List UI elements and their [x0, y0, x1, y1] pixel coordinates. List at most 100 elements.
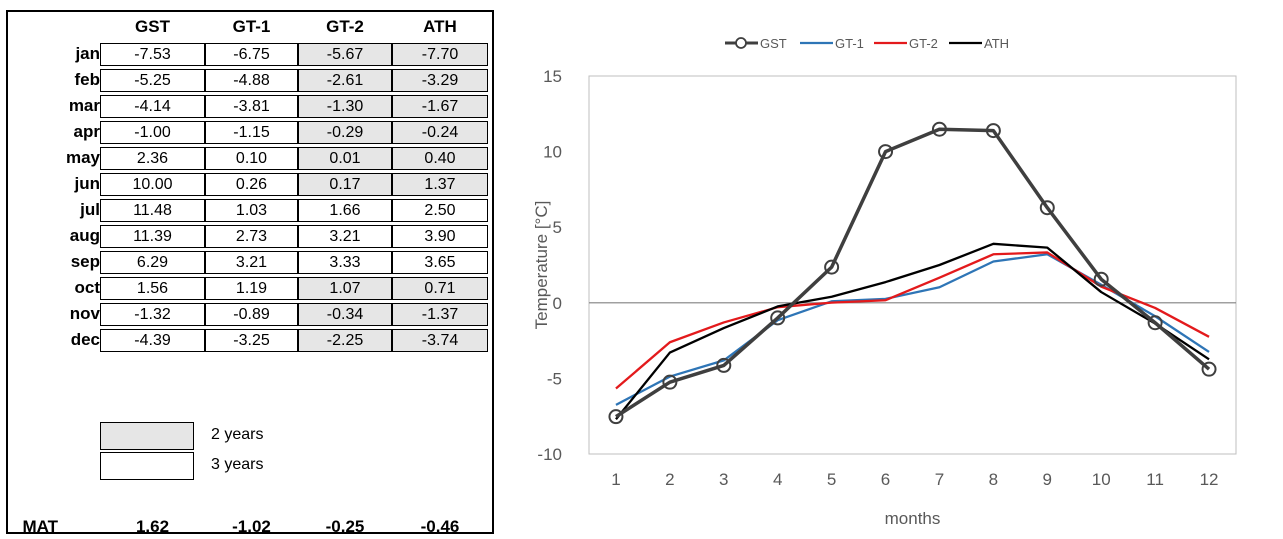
data-point-gst [1201, 361, 1217, 377]
row-label-month: nov [69, 304, 100, 323]
chart-panel: -10 -5 0 5 10 15 1 2 3 4 5 6 7 8 9 10 11 12 months Temperat… [497, 10, 1279, 534]
table-cell: -2.25 [298, 329, 392, 352]
data-point-gst [931, 121, 947, 137]
data-point-gst [1147, 315, 1163, 331]
table-cell: -1.15 [205, 121, 298, 144]
x-tick-label: 9 [1043, 470, 1052, 489]
table-cell: 0.40 [392, 147, 488, 170]
row-label-month: apr [73, 122, 100, 141]
mat-value: -0.46 [420, 517, 460, 534]
row-label-month: may [65, 148, 100, 167]
table-cell: -0.89 [205, 303, 298, 326]
table-cell: -0.24 [392, 121, 488, 144]
legend-swatch [100, 452, 194, 480]
mat-value: 1.62 [135, 517, 170, 534]
legend-label: ATH [984, 36, 1009, 51]
table-cell: -3.81 [205, 95, 298, 118]
table-cell: -0.29 [298, 121, 392, 144]
y-tick-label: 0 [553, 294, 562, 313]
column-header: GST [135, 17, 170, 36]
table-cell: -4.88 [205, 69, 298, 92]
legend-label: 3 years [211, 456, 264, 473]
data-point-gst [1093, 271, 1109, 287]
table-cell: 3.33 [298, 251, 392, 274]
table-cell: 3.21 [205, 251, 298, 274]
data-table-panel: GST GT-1 GT-2 ATH jan -7.53 -6.75 -5.67 -7.70 feb… [6, 10, 494, 534]
legend-label: 2 years [211, 426, 264, 443]
table-cell: 1.37 [392, 173, 488, 196]
plot-area [588, 75, 1237, 455]
row-label-month: dec [70, 330, 100, 349]
table-cell: 3.65 [392, 251, 488, 274]
x-tick-label: 10 [1092, 470, 1111, 489]
x-tick-label: 8 [989, 470, 998, 489]
x-tick-label: 2 [665, 470, 674, 489]
series-line-ath [615, 242, 1210, 420]
x-axis-label: months [885, 509, 941, 528]
x-tick-label: 7 [935, 470, 944, 489]
data-point-gst [608, 409, 624, 425]
legend-label: GST [760, 36, 787, 51]
row-label-month: mar [68, 96, 100, 115]
y-axis-label: Temperature [°C] [532, 201, 551, 330]
legend-label: GT-2 [909, 36, 938, 51]
table-cell: 2.50 [392, 199, 488, 222]
mat-value: -0.25 [325, 517, 365, 534]
column-header: ATH [423, 17, 457, 36]
x-tick-label: 3 [719, 470, 728, 489]
mat-value: -1.02 [232, 517, 271, 534]
column-header: GT-1 [232, 17, 271, 36]
table-cell: 2.73 [205, 225, 298, 248]
x-tick-label: 1 [611, 470, 620, 489]
table-cell: 1.19 [205, 277, 298, 300]
x-tick-label: 4 [773, 470, 782, 489]
table-cell: -7.70 [392, 43, 488, 66]
table-cell: 0.17 [298, 173, 392, 196]
x-tick-label: 12 [1200, 470, 1219, 489]
row-label-month: jan [75, 44, 100, 63]
table-cell: -3.74 [392, 329, 488, 352]
row-label-month: feb [74, 70, 101, 89]
table-cell: 3.90 [392, 225, 488, 248]
table-cell: -5.67 [298, 43, 392, 66]
mat-label: MAT [22, 517, 58, 534]
table-cell: 0.01 [298, 147, 392, 170]
data-point-gst [985, 123, 1001, 139]
table-cell: -2.61 [298, 69, 392, 92]
table-cell: 0.26 [205, 173, 298, 196]
series-line-gst [615, 127, 1211, 419]
table-cell: -3.25 [205, 329, 298, 352]
table-cell: -1.30 [298, 95, 392, 118]
y-tick-label: 10 [543, 143, 562, 162]
table-cell: 3.21 [298, 225, 392, 248]
row-label-month: oct [74, 278, 101, 297]
table-cell: -6.75 [205, 43, 298, 66]
x-tick-label: 6 [881, 470, 890, 489]
series-line-gt-2 [615, 251, 1210, 390]
legend-swatch [100, 422, 194, 450]
table-cell: -7.53 [100, 43, 205, 66]
y-tick-label: -10 [537, 445, 562, 464]
table-cell: 10.00 [100, 173, 205, 196]
table-cell: -1.67 [392, 95, 488, 118]
data-point-gst [770, 310, 786, 326]
table-cell: 1.03 [205, 199, 298, 222]
legend-label: GT-1 [835, 36, 864, 51]
row-label-month: jun [74, 174, 101, 193]
table-cell: 1.56 [100, 277, 205, 300]
data-point-gst [716, 357, 732, 373]
data-point-gst [878, 144, 894, 160]
table-cell: -5.25 [100, 69, 205, 92]
row-label-month: aug [69, 226, 100, 245]
data-point-gst [662, 374, 678, 390]
x-tick-label: 11 [1146, 470, 1164, 489]
y-tick-label: 5 [553, 218, 562, 237]
table-cell: 6.29 [100, 251, 205, 274]
y-tick-label: 15 [543, 67, 562, 86]
legend-marker [735, 37, 747, 49]
table-cell: 11.48 [100, 199, 205, 222]
y-tick-label: -5 [547, 369, 562, 388]
row-label-month: sep [70, 252, 100, 271]
table-cell: 0.71 [392, 277, 488, 300]
